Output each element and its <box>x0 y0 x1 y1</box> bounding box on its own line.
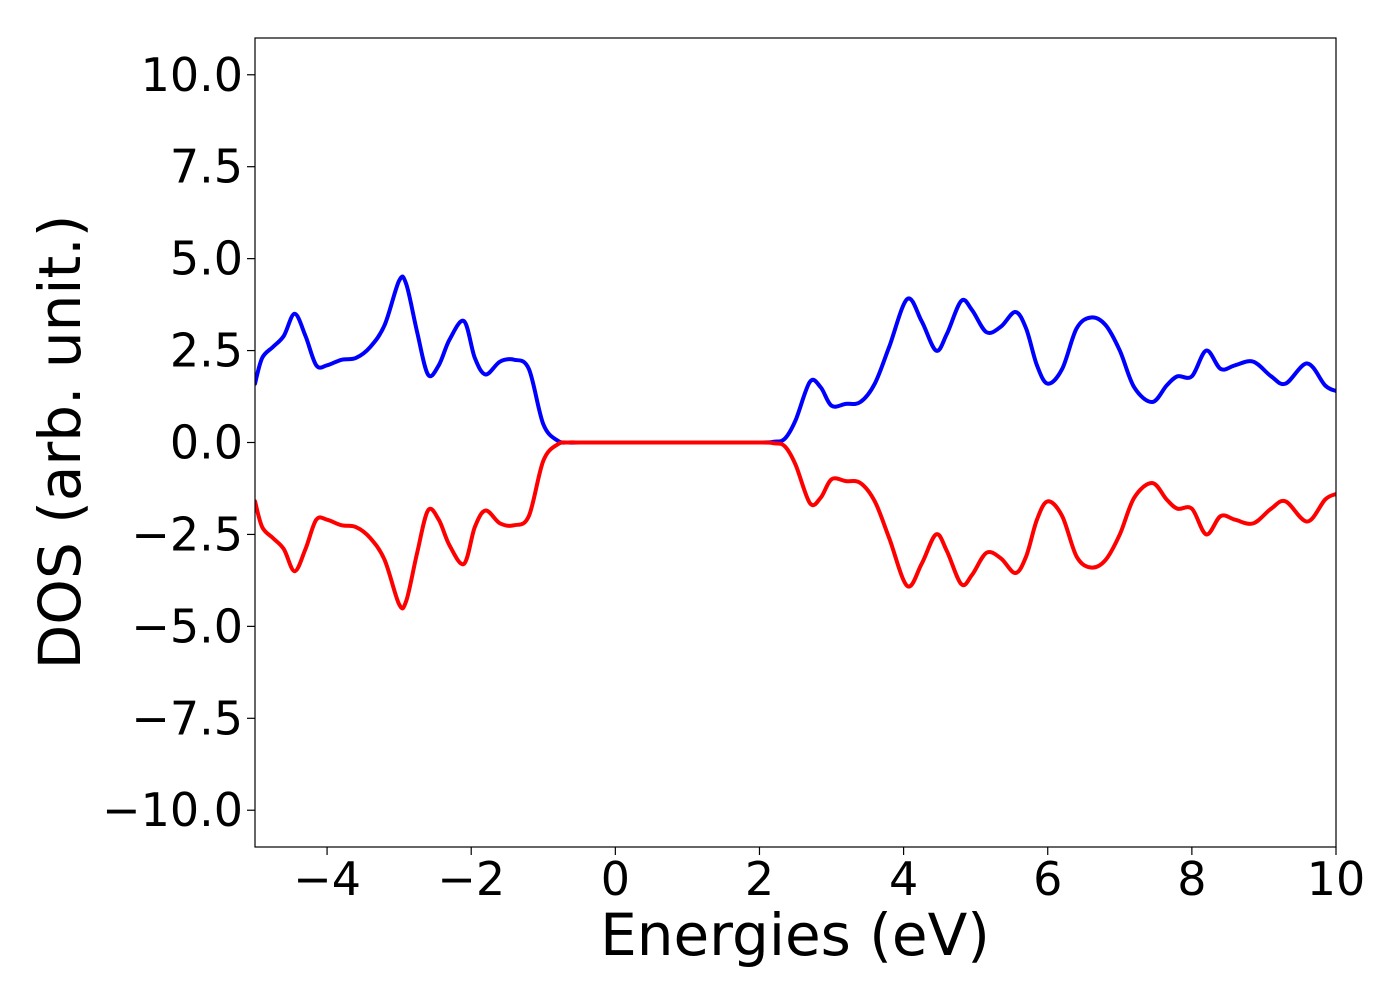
series-line-1 <box>255 274 1336 445</box>
y-tick-label: 10.0 <box>141 48 243 102</box>
x-tick-label: −4 <box>293 852 361 906</box>
x-tick-label: 8 <box>1177 852 1206 906</box>
x-axis-title: Energies (eV) <box>600 901 990 969</box>
y-tick-label: −2.5 <box>131 507 243 561</box>
x-tick-label: 0 <box>601 852 630 906</box>
plot-background <box>255 38 1336 847</box>
y-axis-title: DOS (arb. unit.) <box>26 215 94 670</box>
y-tick-label: −5.0 <box>131 599 243 653</box>
x-tick-label: 6 <box>1033 852 1062 906</box>
y-tick-label: 7.5 <box>170 140 243 194</box>
x-axis: −4 −2 0 2 4 6 8 10 <box>293 847 1365 906</box>
y-axis: 10.0 7.5 5.0 2.5 0.0 −2.5 −5.0 −7.5 −10.0 <box>102 48 255 837</box>
series-layer <box>255 274 1336 611</box>
y-tick-label: 5.0 <box>170 232 243 286</box>
x-tick-label: 10 <box>1307 852 1366 906</box>
y-tick-label: −7.5 <box>131 691 243 745</box>
y-tick-label: 0.0 <box>170 416 243 470</box>
series-line-2 <box>255 440 1336 611</box>
y-tick-label: −10.0 <box>102 783 243 837</box>
x-tick-label: 2 <box>745 852 774 906</box>
x-tick-label: 4 <box>889 852 918 906</box>
y-tick-label: 2.5 <box>170 324 243 378</box>
x-tick-label: −2 <box>437 852 505 906</box>
